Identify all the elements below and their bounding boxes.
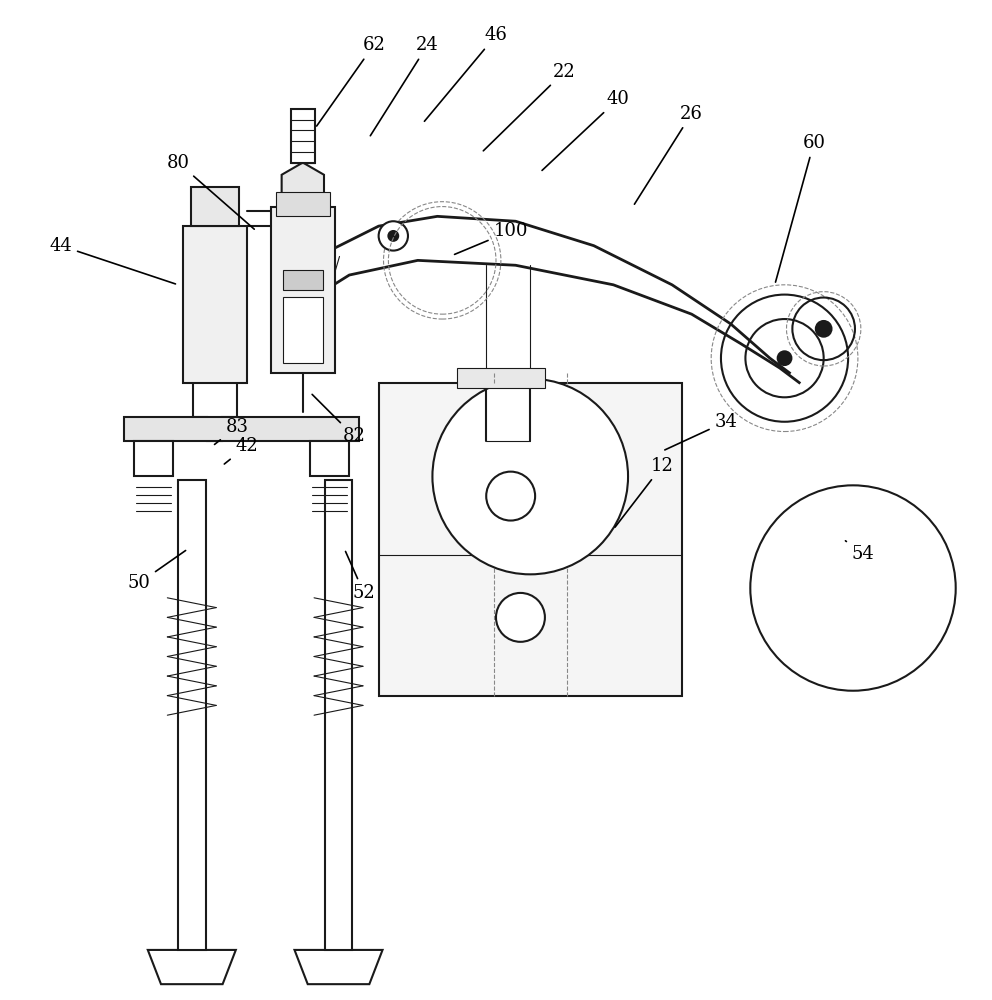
Text: 50: 50: [128, 550, 186, 592]
Bar: [271, 207, 334, 373]
Bar: [276, 192, 329, 216]
Bar: [324, 480, 352, 950]
Bar: [379, 383, 682, 696]
Text: 80: 80: [167, 154, 254, 229]
Bar: [124, 417, 359, 441]
Text: 34: 34: [665, 413, 737, 450]
Bar: [134, 441, 174, 476]
Text: 60: 60: [776, 134, 825, 282]
Text: 44: 44: [50, 237, 176, 284]
Text: 40: 40: [542, 90, 630, 170]
Text: 12: 12: [615, 457, 674, 527]
Text: 26: 26: [635, 105, 703, 204]
Circle shape: [815, 321, 831, 337]
Polygon shape: [148, 950, 236, 984]
Text: 83: 83: [214, 418, 248, 444]
Text: 62: 62: [316, 36, 385, 126]
Bar: [291, 109, 314, 163]
Bar: [283, 270, 322, 290]
Bar: [190, 187, 239, 226]
Polygon shape: [282, 163, 324, 211]
Text: 24: 24: [370, 36, 438, 136]
Text: 46: 46: [425, 26, 508, 121]
Circle shape: [379, 221, 408, 251]
Text: 22: 22: [483, 63, 575, 151]
Circle shape: [486, 472, 535, 521]
Text: 100: 100: [454, 222, 528, 254]
Polygon shape: [295, 950, 383, 984]
Circle shape: [433, 379, 628, 574]
Circle shape: [389, 231, 398, 241]
Circle shape: [778, 351, 792, 365]
Text: 52: 52: [345, 551, 375, 602]
Bar: [457, 368, 545, 388]
Bar: [183, 226, 247, 383]
Bar: [310, 441, 349, 476]
Text: 54: 54: [845, 541, 874, 563]
Circle shape: [496, 593, 545, 642]
Bar: [283, 297, 322, 363]
Bar: [179, 480, 205, 950]
Text: 82: 82: [312, 394, 366, 445]
Text: 42: 42: [224, 437, 258, 464]
